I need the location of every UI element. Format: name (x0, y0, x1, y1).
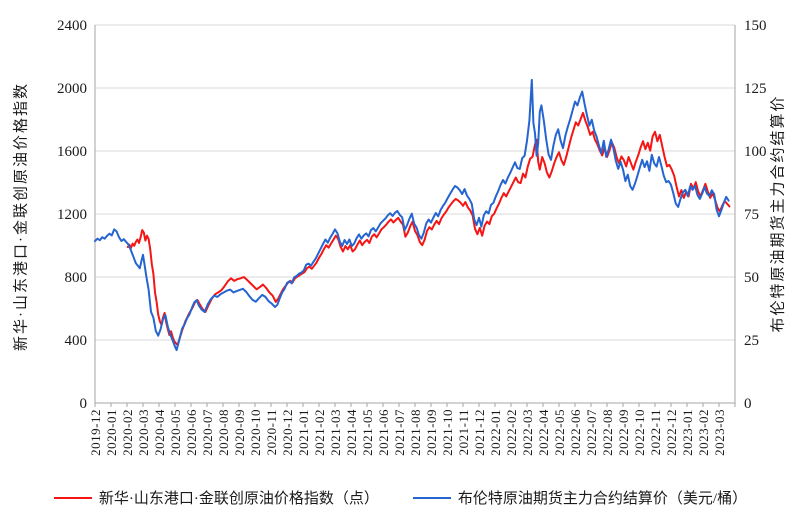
x-axis-label: 2020-02 (120, 409, 135, 456)
y-axis-label-right: 125 (744, 81, 767, 97)
x-axis-label: 2021-12 (472, 409, 487, 456)
x-axis-label: 2021-10 (440, 409, 455, 456)
x-axis-label: 2020-03 (136, 409, 151, 456)
series-line-index-red (126, 111, 731, 346)
x-axis-label: 2021-01 (296, 409, 311, 456)
y-axis-label-right: 75 (744, 207, 759, 223)
legend: 新华·山东港口·金联创原油价格指数（点） 布伦特原油期货主力合约结算价（美元/桶… (0, 487, 801, 508)
legend-item-index: 新华·山东港口·金联创原油价格指数（点） (53, 487, 379, 508)
x-axis-label: 2020-01 (104, 409, 119, 456)
x-axis-label: 2020-11 (264, 409, 279, 455)
y-axis-label-left: 0 (80, 396, 88, 412)
x-axis-label: 2020-09 (232, 409, 247, 456)
y-axis-label-right: 150 (744, 18, 767, 34)
right-axis-title: 布伦特原油期货主力合约结算价 (770, 94, 787, 333)
y-axis-label-right: 50 (744, 270, 759, 286)
y-axis-label-right: 25 (744, 333, 759, 349)
x-axis-label: 2022-06 (568, 409, 583, 456)
y-axis-label-left: 2400 (57, 18, 87, 34)
legend-line-blue (412, 496, 451, 499)
x-axis-label: 2023-02 (696, 409, 711, 456)
x-axis-label: 2022-11 (648, 409, 663, 455)
x-axis-label: 2021-08 (408, 409, 423, 456)
x-axis-label: 2021-05 (360, 409, 375, 456)
legend-line-red (53, 496, 92, 499)
x-axis-label: 2021-02 (312, 409, 327, 456)
x-axis-label: 2021-04 (344, 409, 359, 456)
y-axis-label-right: 100 (744, 144, 767, 160)
x-axis-label: 2020-07 (200, 409, 215, 456)
x-axis-label: 2022-02 (504, 409, 519, 456)
y-axis-label-left: 400 (65, 333, 88, 349)
x-axis-label: 2022-09 (616, 409, 631, 456)
legend-label-brent: 布伦特原油期货主力合约结算价（美元/桶） (457, 491, 748, 507)
x-axis-label: 2019-12 (88, 409, 103, 456)
x-axis-label: 2020-08 (216, 409, 231, 456)
x-axis-label: 2021-11 (456, 409, 471, 455)
x-axis-label: 2021-03 (328, 409, 343, 456)
x-axis-label: 2020-04 (152, 409, 167, 456)
y-axis-label-left: 1200 (57, 207, 87, 223)
y-axis-label-left: 2000 (57, 81, 87, 97)
x-axis-label: 2023-03 (712, 409, 727, 456)
x-axis-label: 2022-03 (520, 409, 535, 456)
series-line-brent-blue (94, 78, 730, 352)
x-axis-label: 2020-10 (248, 409, 263, 456)
left-axis-title: 新华·山东港口·金联创原油价格指数 (13, 82, 30, 351)
x-axis-label: 2021-09 (424, 409, 439, 456)
x-axis-label: 2020-05 (168, 409, 183, 456)
legend-item-brent: 布伦特原油期货主力合约结算价（美元/桶） (412, 487, 748, 508)
x-axis-label: 2020-06 (184, 409, 199, 456)
y-axis-label-right: 0 (744, 396, 752, 412)
x-axis-label: 2022-04 (536, 409, 551, 456)
y-axis-label-left: 1600 (57, 144, 87, 160)
x-axis-label: 2022-08 (600, 409, 615, 456)
legend-label-index: 新华·山东港口·金联创原油价格指数（点） (98, 491, 379, 507)
x-axis-label: 2022-07 (584, 409, 599, 456)
x-axis-label: 2022-10 (632, 409, 647, 456)
x-axis-label: 2023-01 (680, 409, 695, 456)
x-axis-label: 2021-06 (376, 409, 391, 456)
x-axis-label: 2022-01 (488, 409, 503, 456)
x-axis-label: 2020-12 (280, 409, 295, 456)
y-axis-label-left: 800 (65, 270, 88, 286)
x-axis-label: 2021-07 (392, 409, 407, 456)
x-axis-label: 2022-05 (552, 409, 567, 456)
x-axis-label: 2022-12 (664, 409, 679, 456)
